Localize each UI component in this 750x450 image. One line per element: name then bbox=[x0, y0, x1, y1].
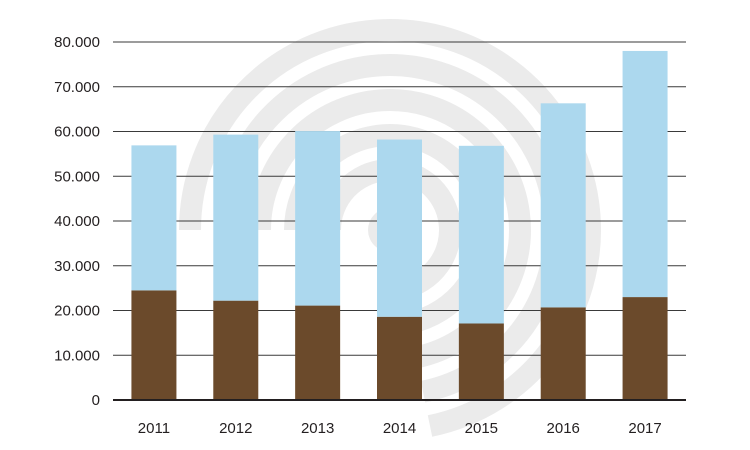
x-tick-label: 2015 bbox=[465, 420, 498, 437]
y-tick-label: 80.000 bbox=[54, 34, 100, 51]
bar-segment-top bbox=[213, 134, 259, 301]
bar-segment-bottom bbox=[295, 305, 341, 400]
bar-segment-top bbox=[377, 139, 422, 317]
y-tick-label: 70.000 bbox=[54, 79, 100, 96]
y-tick-label: 30.000 bbox=[54, 258, 100, 275]
bar-segment-top bbox=[458, 145, 504, 324]
bar-segment-bottom bbox=[131, 290, 177, 400]
watermark-ring bbox=[319, 159, 461, 300]
x-tick-label: 2014 bbox=[383, 420, 416, 437]
y-tick-label: 20.000 bbox=[54, 303, 100, 320]
bar-segment-bottom bbox=[540, 307, 586, 400]
y-tick-labels: 0 10.000 20.000 30.000 40.000 50.000 60.000 70.… bbox=[54, 34, 100, 409]
y-tick-label: 0 bbox=[92, 392, 100, 409]
bar-segment-top bbox=[131, 145, 177, 291]
bar-segment-bottom bbox=[458, 323, 504, 400]
x-tick-label: 2016 bbox=[547, 420, 580, 437]
y-tick-label: 50.000 bbox=[54, 168, 100, 185]
bar-segment-bottom bbox=[622, 297, 668, 400]
x-tick-label: 2017 bbox=[628, 420, 661, 437]
x-tick-label: 2013 bbox=[301, 420, 334, 437]
watermark-ring bbox=[214, 54, 566, 403]
bar-segment-top bbox=[540, 103, 586, 308]
x-tick-label: 2012 bbox=[219, 420, 252, 437]
x-tick-label: 2011 bbox=[138, 420, 170, 437]
bars-group bbox=[131, 50, 668, 400]
bar-segment-top bbox=[622, 50, 668, 298]
bar-segment-bottom bbox=[377, 316, 422, 400]
y-tick-label: 10.000 bbox=[54, 347, 100, 364]
y-tick-label: 60.000 bbox=[54, 124, 100, 141]
bar-segment-bottom bbox=[213, 300, 259, 400]
bar-segment-top bbox=[295, 131, 341, 306]
y-tick-label: 40.000 bbox=[54, 213, 100, 230]
x-tick-labels: 2011 2012 2013 2014 2015 2016 2017 bbox=[138, 420, 662, 437]
